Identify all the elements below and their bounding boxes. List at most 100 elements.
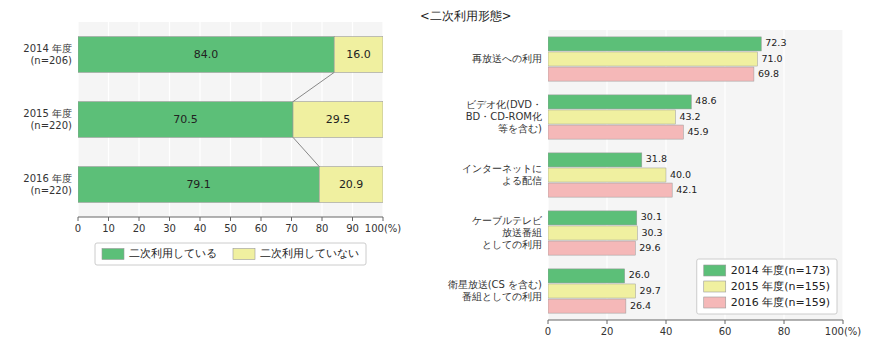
tick-label: 60 — [719, 326, 732, 337]
category-label-line: 放送番組 — [502, 227, 542, 238]
chart: 020406080100(%)72.371.069.848.643.245.93… — [420, 9, 861, 337]
tick-label: 90 — [346, 223, 359, 234]
grid-line — [842, 30, 843, 320]
data-label: 71.0 — [761, 53, 782, 64]
tick-label: 20 — [601, 326, 614, 337]
tick-label: 0 — [75, 223, 81, 234]
legend: 2014 年度(n=173)2015 年度(n=155)2016 年度(n=15… — [697, 259, 837, 314]
bar — [548, 110, 675, 124]
bar-segment — [78, 102, 293, 138]
data-label: 72.3 — [765, 37, 786, 48]
tick-label: 80 — [316, 223, 329, 234]
legend-label: 二次利用していない — [260, 247, 359, 260]
category-label-line: (n=220) — [30, 185, 72, 196]
category-label-line: (n=220) — [30, 120, 72, 131]
category-label-line: 等を含む) — [498, 123, 542, 134]
chart-title: <二次利用形態> — [420, 9, 511, 23]
bar-segment — [334, 37, 383, 73]
legend-swatch — [102, 249, 124, 260]
data-label: 79.1 — [186, 178, 211, 191]
tick-mark — [261, 217, 262, 221]
category-label-line: ケーブルテレビ — [472, 215, 543, 226]
legend-item: 2015 年度(n=155) — [704, 280, 830, 293]
legend-item: 二次利用している — [102, 247, 217, 260]
bar — [548, 37, 761, 51]
tick-mark — [291, 217, 292, 221]
bar-segment — [78, 167, 319, 203]
category-label-line: インターネットに — [462, 163, 542, 174]
data-label: 29.6 — [639, 242, 660, 253]
category-label-line: よる配信 — [502, 175, 542, 186]
data-label: 29.5 — [326, 113, 351, 126]
tick-label: 0 — [545, 326, 551, 337]
category-label: ビデオ化(DVD・BD・CD-ROM化等を含む) — [466, 99, 542, 134]
category-label: ケーブルテレビ放送番組としての利用 — [472, 215, 543, 250]
legend: 二次利用している 二次利用していない — [95, 243, 366, 265]
category-label-line: としての利用 — [482, 239, 542, 250]
category-label: 2016 年度(n=220) — [23, 173, 72, 196]
category-label: 2014 年度(n=206) — [23, 43, 72, 66]
chart: 0102030405060708090100(%)84.016.070.529.… — [23, 22, 401, 265]
data-label: 26.0 — [629, 269, 650, 280]
tick-label: 60 — [255, 223, 268, 234]
tick-mark — [230, 217, 231, 221]
legend-swatch — [704, 265, 726, 276]
data-label: 48.6 — [695, 95, 716, 106]
bar — [548, 95, 691, 109]
bar — [548, 241, 635, 255]
tick-label: 70 — [285, 223, 298, 234]
data-label: 42.1 — [676, 184, 697, 195]
category-label-line: 再放送への利用 — [472, 53, 542, 64]
bar — [548, 299, 626, 313]
legend-item: 2014 年度(n=173) — [704, 264, 830, 277]
category-label-line: ビデオ化(DVD・ — [466, 99, 542, 110]
category-label-line: 2016 年度 — [23, 173, 72, 184]
tick-mark — [169, 217, 170, 221]
tick-label: 100(%) — [825, 326, 861, 337]
plot-area — [548, 30, 843, 320]
tick-mark — [322, 217, 323, 221]
background — [0, 0, 878, 355]
bar — [548, 125, 683, 139]
x-axis-line — [78, 217, 383, 218]
tick-mark — [607, 320, 608, 324]
chart-canvas: 0102030405060708090100(%)84.016.070.529.… — [0, 0, 878, 355]
legend-frame — [95, 243, 366, 265]
tick-mark — [108, 217, 109, 221]
legend-swatch — [233, 249, 255, 260]
legend-swatch — [704, 281, 726, 292]
bar — [548, 269, 625, 283]
data-label: 31.8 — [646, 153, 667, 164]
tick-mark — [352, 217, 353, 221]
category-label-line: 2014 年度 — [23, 43, 72, 54]
x-axis-line — [548, 320, 843, 321]
tick-label: 30 — [163, 223, 176, 234]
y-axis: 再放送への利用ビデオ化(DVD・BD・CD-ROM化等を含む) インターネットによ… — [448, 53, 543, 302]
tick-label: 50 — [224, 223, 237, 234]
data-label: 20.9 — [339, 178, 364, 191]
data-label: 29.7 — [640, 285, 661, 296]
legend-label: 2015 年度(n=155) — [731, 280, 830, 293]
data-label: 26.4 — [630, 300, 651, 311]
bar-segment — [293, 102, 383, 138]
tick-mark — [784, 320, 785, 324]
data-label: 30.1 — [641, 211, 662, 222]
x-axis: 0102030405060708090100(%) — [75, 22, 401, 234]
tick-label: 100(%) — [365, 223, 401, 234]
tick-label: 40 — [194, 223, 207, 234]
bar — [548, 67, 754, 81]
tick-label: 40 — [660, 326, 673, 337]
legend-label: 2014 年度(n=173) — [731, 264, 830, 277]
data-label: 30.3 — [641, 227, 662, 238]
data-label: 16.0 — [346, 48, 371, 61]
data-label: 69.8 — [758, 68, 779, 79]
legend-label: 二次利用している — [129, 247, 217, 260]
tick-label: 80 — [778, 326, 791, 337]
tick-mark — [200, 217, 201, 221]
legend-item: 二次利用していない — [233, 247, 359, 260]
bar-segment — [78, 37, 334, 73]
y-axis: 2014 年度(n=206)2015 年度(n=220)2016 年度(n=22… — [23, 43, 72, 196]
category-label: 衛星放送(CS を含む)番組としての利用 — [448, 279, 542, 302]
tick-mark — [843, 320, 844, 324]
plot-area — [78, 22, 383, 217]
